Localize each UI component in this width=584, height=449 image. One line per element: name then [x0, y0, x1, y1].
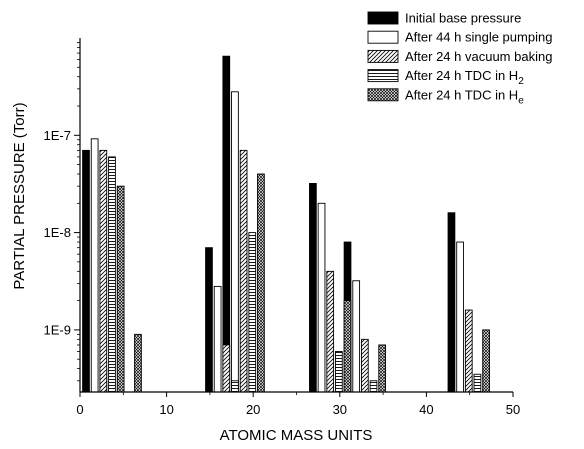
- y-axis-label: PARTIAL PRESSURE (Torr): [11, 102, 28, 289]
- x-axis-label: ATOMIC MASS UNITS: [220, 427, 373, 444]
- legend-swatch: [367, 88, 399, 102]
- bar-series-1-point-1: [82, 149, 90, 393]
- bar-series-3-point-2: [222, 344, 231, 393]
- bar-series-5-point-6: [482, 329, 490, 393]
- legend-entry-1: Initial base pressure: [367, 11, 521, 26]
- bar-series-4-point-1: [108, 156, 116, 393]
- x-tick-label: 0: [76, 402, 83, 417]
- legend-swatch: [367, 11, 399, 25]
- legend-label: After 44 h single pumping: [405, 30, 552, 45]
- legend-swatch: [367, 49, 399, 63]
- legend-swatch: [367, 30, 399, 44]
- bar-series-4-point-3: [248, 232, 257, 393]
- legend-swatch: [367, 69, 399, 83]
- bar-series-3-point-6: [464, 309, 473, 393]
- x-tick-label: 20: [246, 402, 260, 417]
- legend-entry-2: After 44 h single pumping: [367, 30, 552, 45]
- legend-entry-3: After 24 h vacuum baking: [367, 49, 552, 64]
- bar-series-4-point-5: [369, 380, 378, 393]
- bar-series-5-point-4: [343, 300, 352, 393]
- bar-series-2-point-2: [213, 285, 222, 393]
- bar-series-3-point-1: [99, 149, 108, 393]
- legend-label: After 24 h TDC in He: [405, 87, 524, 106]
- legend-label: Initial base pressure: [405, 11, 521, 26]
- bar-series-4-point-6: [473, 373, 482, 393]
- bar-series-2-point-5: [352, 280, 361, 393]
- bar-series-2-point-1: [90, 138, 99, 393]
- bar-series-5-point-1: [116, 185, 125, 393]
- bar-series-1-point-3: [205, 247, 213, 393]
- bar-series-4-point-2: [231, 380, 239, 393]
- y-tick-label: 1E-9: [44, 322, 71, 337]
- bar-series-2-point-4: [317, 202, 326, 393]
- bar-series-5-point-3: [257, 173, 265, 393]
- bar-series-1-point-4: [222, 55, 231, 393]
- bar-series-1-point-5: [309, 182, 317, 393]
- bar-series-2-point-3: [231, 91, 239, 393]
- legend-entry-4: After 24 h TDC in H2: [367, 68, 524, 87]
- axes: 0 10 20 30 40 50 1E-9 1E-8 1E-7: [44, 38, 520, 417]
- x-tick-label: 30: [333, 402, 347, 417]
- y-tick-label: 1E-7: [44, 128, 71, 143]
- bar-series-5-point-5: [378, 344, 387, 393]
- plot-area: [82, 55, 490, 393]
- x-tick-label: 10: [159, 402, 173, 417]
- x-tick-label: 50: [506, 402, 520, 417]
- bar-series-2-point-6: [456, 241, 464, 393]
- bar-series-5-point-2: [134, 333, 142, 393]
- bar-series-3-point-3: [239, 149, 248, 393]
- legend-entry-5: After 24 h TDC in He: [367, 87, 524, 106]
- legend-label: After 24 h TDC in H2: [405, 68, 524, 87]
- legend: Initial base pressure After 44 h single p…: [367, 11, 552, 106]
- bar-series-1-point-7: [447, 212, 456, 393]
- x-tick-label: 40: [419, 402, 433, 417]
- bar-series-3-point-4: [326, 270, 335, 393]
- y-tick-label: 1E-8: [44, 225, 71, 240]
- bar-series-3-point-5: [361, 338, 369, 393]
- bar-series-4-point-4: [335, 351, 343, 393]
- legend-label: After 24 h vacuum baking: [405, 49, 552, 64]
